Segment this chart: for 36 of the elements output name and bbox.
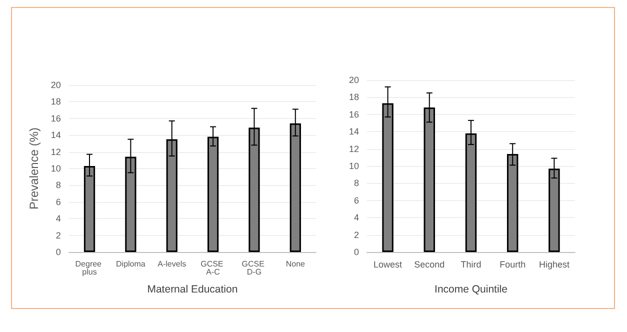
y-tick-label: 16 bbox=[348, 109, 359, 120]
x-tick-label: Fourth bbox=[500, 260, 526, 270]
x-tick-label: Highest bbox=[538, 260, 570, 270]
x-axis-title: Income Quintile bbox=[434, 284, 508, 296]
x-tick-label: GCSE D-G bbox=[242, 260, 267, 276]
x-tick-label: Second bbox=[414, 260, 445, 270]
y-tick-label: 10 bbox=[50, 164, 61, 174]
y-axis-title: Prevalence (%) bbox=[27, 127, 41, 210]
y-tick-label: 2 bbox=[354, 230, 359, 240]
x-tick-label: None bbox=[286, 260, 306, 268]
y-tick-label: 4 bbox=[354, 212, 359, 223]
y-tick-label: 14 bbox=[348, 126, 359, 137]
y-tick-label: 18 bbox=[348, 92, 359, 102]
y-tick-label: 2 bbox=[56, 230, 61, 240]
y-tick-label: 4 bbox=[56, 214, 61, 224]
y-tick-label: 12 bbox=[348, 144, 359, 154]
x-tick-label: Degree plus bbox=[75, 260, 104, 276]
x-tick-label: A-levels bbox=[158, 260, 186, 268]
y-tick-label: 20 bbox=[50, 80, 61, 90]
x-tick-label: Lowest bbox=[374, 260, 403, 270]
y-tick-label: 0 bbox=[354, 247, 359, 257]
y-tick-label: 6 bbox=[56, 196, 61, 207]
y-tick-label: 8 bbox=[354, 178, 359, 188]
x-tick-label: GCSE A-C bbox=[200, 260, 226, 276]
y-tick-label: 6 bbox=[354, 195, 359, 206]
y-tick-label: 18 bbox=[50, 96, 61, 107]
y-tick-label: 12 bbox=[50, 146, 61, 157]
x-tick-label: Diploma bbox=[116, 260, 146, 268]
x-tick-label: Third bbox=[460, 260, 482, 270]
y-tick-label: 20 bbox=[348, 75, 359, 85]
x-axis-title: Maternal Education bbox=[147, 284, 238, 296]
y-tick-label: 14 bbox=[50, 130, 61, 140]
y-tick-label: 10 bbox=[348, 161, 359, 171]
y-tick-label: 8 bbox=[56, 180, 61, 190]
y-tick-label: 16 bbox=[50, 113, 61, 124]
y-tick-label: 0 bbox=[56, 247, 61, 257]
